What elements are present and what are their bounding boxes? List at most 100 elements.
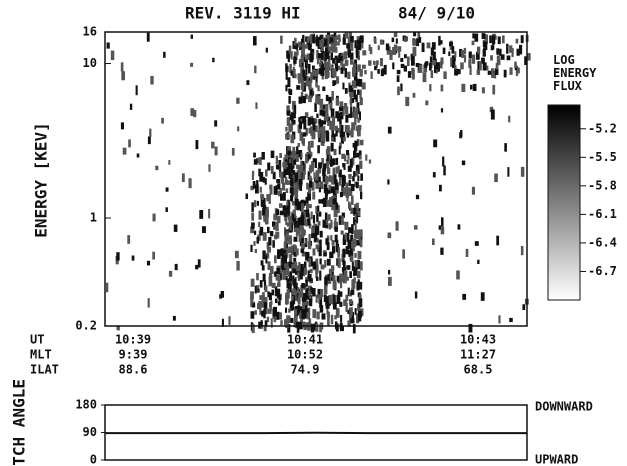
flux-speck — [337, 41, 340, 46]
flux-speck — [502, 35, 505, 44]
flux-speck — [339, 175, 342, 186]
flux-speck — [351, 225, 354, 234]
flux-speck — [379, 58, 384, 67]
flux-speck — [268, 302, 273, 308]
flux-speck — [412, 92, 416, 98]
flux-speck — [264, 297, 268, 303]
flux-speck — [347, 287, 350, 297]
spectrogram — [106, 32, 531, 334]
flux-speck — [357, 39, 361, 45]
flux-speck — [344, 68, 347, 78]
flux-speck — [303, 163, 307, 168]
flux-speck — [276, 311, 280, 320]
flux-speck — [292, 288, 296, 296]
flux-speck — [448, 51, 451, 57]
flux-speck — [482, 49, 486, 57]
flux-speck — [328, 294, 333, 304]
flux-speck — [285, 295, 289, 305]
flux-speck — [326, 43, 330, 50]
flux-speck — [331, 66, 334, 76]
flux-speck — [315, 294, 318, 303]
flux-speck — [373, 60, 376, 65]
flux-speck — [313, 118, 318, 124]
x-tick-label: 88.6 — [119, 363, 148, 377]
colorbar-tick-label: -5.5 — [588, 150, 617, 164]
flux-speck — [470, 84, 473, 90]
flux-speck — [293, 319, 296, 327]
flux-speck — [346, 125, 350, 135]
flux-speck — [256, 158, 260, 164]
flux-speck — [296, 181, 301, 190]
flux-speck — [318, 187, 321, 193]
flux-speck — [264, 178, 267, 185]
flux-speck — [275, 274, 280, 281]
flux-speck — [291, 214, 295, 220]
flux-speck — [286, 180, 291, 185]
flux-speck — [322, 219, 326, 228]
flux-speck — [406, 56, 410, 67]
flux-speck — [321, 43, 324, 52]
flux-speck — [515, 68, 519, 77]
flux-speck — [415, 194, 420, 200]
flux-speck — [324, 260, 327, 268]
flux-speck — [319, 296, 323, 306]
flux-speck — [287, 146, 292, 154]
flux-speck — [289, 221, 292, 231]
flux-speck — [335, 239, 339, 245]
flux-speck — [449, 42, 453, 47]
flux-speck — [326, 242, 330, 251]
flux-speck — [284, 255, 288, 264]
flux-speck — [509, 317, 513, 323]
flux-speck — [524, 56, 528, 66]
flux-speck — [250, 291, 254, 300]
flux-speck — [296, 164, 300, 170]
flux-speck — [339, 273, 343, 280]
flux-speck — [343, 154, 347, 162]
flux-speck — [250, 278, 255, 287]
flux-speck — [460, 130, 463, 138]
flux-speck — [377, 45, 380, 51]
flux-speck — [352, 63, 357, 74]
flux-speck — [278, 268, 282, 274]
flux-speck — [413, 32, 417, 37]
flux-speck — [202, 226, 206, 234]
flux-speck — [432, 51, 436, 61]
flux-speck — [359, 37, 363, 46]
flux-speck — [307, 40, 311, 47]
flux-speck — [355, 45, 358, 55]
flux-speck — [274, 271, 277, 277]
flux-speck — [277, 249, 281, 259]
flux-speck — [295, 248, 299, 256]
flux-speck — [338, 37, 341, 43]
flux-speck — [487, 70, 492, 75]
flux-speck — [301, 283, 305, 289]
flux-speck — [351, 261, 354, 271]
flux-speck — [318, 68, 321, 75]
flux-speck — [292, 112, 296, 119]
flux-speck — [310, 324, 315, 333]
flux-speck — [334, 179, 338, 184]
flux-speck — [341, 254, 345, 263]
flux-speck — [491, 35, 496, 45]
flux-speck — [290, 245, 294, 256]
x-tick-label: 10:39 — [115, 333, 151, 347]
flux-speck — [418, 36, 422, 43]
flux-speck — [339, 323, 343, 331]
flux-speck — [306, 294, 310, 300]
flux-speck — [292, 170, 296, 176]
flux-speck — [290, 70, 293, 76]
flux-speck — [282, 172, 286, 178]
flux-speck — [262, 207, 266, 216]
flux-speck — [347, 165, 352, 172]
flux-speck — [403, 65, 408, 72]
flux-speck — [338, 53, 342, 62]
flux-speck — [262, 250, 266, 260]
flux-speck — [520, 35, 524, 44]
flux-speck — [292, 146, 296, 156]
flux-speck — [334, 226, 338, 232]
colorbar — [547, 104, 581, 301]
flux-speck — [302, 116, 307, 123]
flux-speck — [353, 84, 357, 89]
flux-speck — [345, 114, 349, 123]
flux-speck — [305, 288, 309, 296]
